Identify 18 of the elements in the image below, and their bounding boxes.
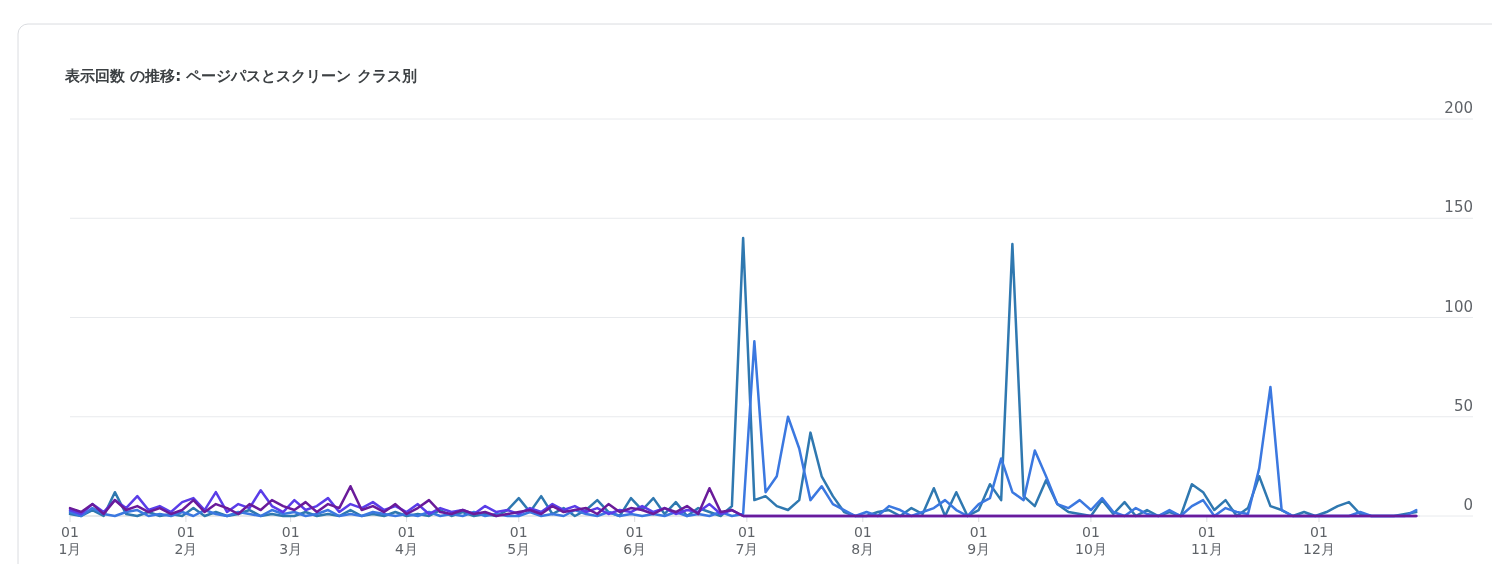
chart-title: 表示回数 の推移: ページパスとスクリーン クラス別 xyxy=(64,67,417,85)
x-tick-label: 01 10月 xyxy=(1075,524,1107,557)
x-tick-label: 01 8月 xyxy=(851,524,875,557)
x-tick-label: 01 9月 xyxy=(967,524,991,557)
y-tick-label: 100 xyxy=(1444,297,1473,316)
y-tick-label: 200 xyxy=(1444,99,1473,117)
y-tick-label: 50 xyxy=(1453,396,1473,415)
x-tick-label: 01 11月 xyxy=(1190,524,1223,557)
x-tick-label: 01 7月 xyxy=(735,524,759,557)
x-tick-label: 01 1月 xyxy=(58,524,82,557)
y-tick-label: 150 xyxy=(1444,198,1473,217)
x-tick-label: 01 12月 xyxy=(1303,524,1335,557)
x-tick-label: 01 2月 xyxy=(174,524,198,557)
x-tick-label: 01 4月 xyxy=(395,524,419,557)
y-tick-label: 0 xyxy=(1463,496,1473,514)
x-tick-label: 01 5月 xyxy=(507,524,531,557)
x-tick-label: 01 3月 xyxy=(279,524,303,557)
x-tick-label: 01 6月 xyxy=(623,524,647,557)
